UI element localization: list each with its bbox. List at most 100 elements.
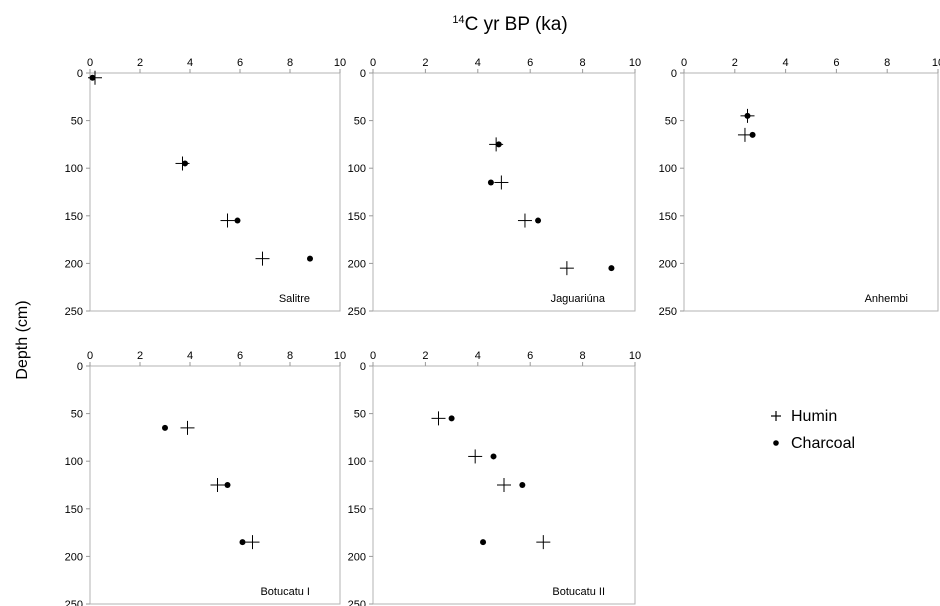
x-tick-label: 0 xyxy=(370,350,376,362)
charcoal-point xyxy=(234,217,241,224)
legend-humin-label: Humin xyxy=(791,408,837,425)
humin-point xyxy=(210,478,225,492)
charcoal-point xyxy=(224,482,231,488)
plot-frame-jaguariuna xyxy=(372,72,636,312)
y-tick-label: 250 xyxy=(65,599,83,606)
y-tick-label: 150 xyxy=(659,211,677,223)
charcoal-point xyxy=(487,179,494,186)
legend-charcoal-marker xyxy=(773,440,779,446)
x-tick-label: 0 xyxy=(87,350,93,362)
humin-point xyxy=(559,261,574,276)
figure-title-main: C yr BP (ka) xyxy=(465,14,568,35)
y-tick-label: 200 xyxy=(659,258,677,270)
y-tick-label: 150 xyxy=(348,504,366,516)
charcoal-point xyxy=(89,74,96,81)
x-tick-label: 6 xyxy=(237,350,243,362)
x-tick-label: 10 xyxy=(334,350,346,362)
x-tick-label: 0 xyxy=(681,57,687,69)
y-tick-label: 150 xyxy=(65,504,83,516)
x-tick-label: 10 xyxy=(932,57,940,69)
x-tick-label: 8 xyxy=(884,57,890,69)
x-tick-label: 8 xyxy=(580,350,586,362)
x-tick-label: 4 xyxy=(783,57,789,69)
charcoal-point xyxy=(182,160,188,167)
x-tick-label: 4 xyxy=(475,350,481,362)
humin-point xyxy=(517,213,532,228)
charcoal-point xyxy=(519,482,526,488)
panel-name-jaguariuna: Jaguariúna xyxy=(551,293,606,305)
y-tick-label: 100 xyxy=(65,456,83,468)
x-tick-label: 6 xyxy=(527,57,533,69)
legend-humin-marker xyxy=(771,411,781,421)
charcoal-point xyxy=(535,217,542,224)
plot-frame-anhembi xyxy=(683,72,939,312)
y-tick-label: 250 xyxy=(659,306,677,318)
y-tick-label: 50 xyxy=(354,116,366,128)
y-tick-label: 200 xyxy=(65,258,83,270)
charcoal-point xyxy=(490,453,497,460)
y-tick-label: 150 xyxy=(348,211,366,223)
humin-point xyxy=(497,478,511,492)
panel-name-anhembi: Anhembi xyxy=(865,293,908,305)
humin-point xyxy=(431,411,446,426)
legend-item-charcoal: Charcoal xyxy=(773,435,855,452)
x-tick-label: 8 xyxy=(287,57,293,69)
humin-point xyxy=(255,251,270,266)
plot-frame-botucatu-i xyxy=(89,365,341,605)
y-tick-label: 50 xyxy=(71,116,83,128)
x-tick-label: 2 xyxy=(137,57,143,69)
y-tick-label: 0 xyxy=(77,361,83,373)
charcoal-point xyxy=(448,415,455,422)
x-tick-label: 6 xyxy=(237,57,243,69)
plot-frame-salitre xyxy=(89,72,341,312)
y-tick-label: 100 xyxy=(348,456,366,468)
x-tick-label: 10 xyxy=(334,57,346,69)
charcoal-point xyxy=(239,539,246,546)
panel-name-salitre: Salitre xyxy=(279,293,310,305)
humin-point xyxy=(494,175,509,190)
humin-point xyxy=(245,535,260,550)
x-tick-label: 4 xyxy=(187,350,193,362)
y-axis-label: Depth (cm) xyxy=(14,300,31,379)
panel-name-botucatu-i: Botucatu I xyxy=(260,586,310,598)
x-tick-label: 10 xyxy=(629,57,641,69)
x-tick-label: 2 xyxy=(137,350,143,362)
y-tick-label: 50 xyxy=(665,116,677,128)
legend-charcoal-label: Charcoal xyxy=(791,435,855,452)
charcoal-point xyxy=(162,424,168,431)
y-tick-label: 100 xyxy=(659,163,677,175)
x-tick-label: 6 xyxy=(833,57,839,69)
y-tick-label: 150 xyxy=(65,211,83,223)
y-tick-label: 50 xyxy=(71,409,83,421)
panel-anhembi: 0246810050100150200250Anhembi xyxy=(659,57,940,318)
humin-point xyxy=(220,213,235,228)
x-tick-label: 2 xyxy=(422,57,428,69)
panel-name-botucatu-ii: Botucatu II xyxy=(552,586,605,598)
legend-item-humin: Humin xyxy=(771,408,837,425)
y-tick-label: 50 xyxy=(354,409,366,421)
y-tick-label: 200 xyxy=(65,551,83,563)
figure-title: 14C yr BP (ka) xyxy=(452,14,567,35)
x-tick-label: 2 xyxy=(732,57,738,69)
x-tick-label: 8 xyxy=(287,350,293,362)
y-tick-label: 0 xyxy=(360,68,366,80)
y-tick-label: 200 xyxy=(348,258,366,270)
y-tick-label: 100 xyxy=(65,163,83,175)
humin-point xyxy=(180,420,195,435)
x-tick-label: 6 xyxy=(527,350,533,362)
x-tick-label: 4 xyxy=(187,57,193,69)
humin-point xyxy=(536,535,551,550)
charcoal-point xyxy=(608,265,615,272)
y-tick-label: 250 xyxy=(65,306,83,318)
y-tick-label: 250 xyxy=(348,599,366,606)
x-tick-label: 4 xyxy=(475,57,481,69)
x-tick-label: 8 xyxy=(580,57,586,69)
y-tick-label: 0 xyxy=(671,68,677,80)
humin-point xyxy=(468,449,483,464)
